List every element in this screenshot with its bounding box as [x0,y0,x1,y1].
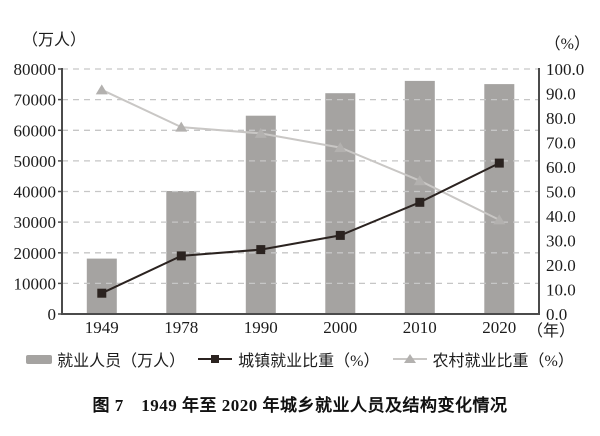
x-axis-unit-label: （年） [527,323,576,340]
rural-marker-2010 [413,175,426,186]
left-tick-label: 30000 [14,213,57,232]
x-tick-label-1949: 1949 [85,318,119,337]
bar-2000 [325,93,356,314]
left-tick-label: 0 [48,305,57,324]
chart-legend: 就业人员（万人） 城镇就业比重（%） 农村就业比重（%） [0,347,600,371]
right-tick-label: 20.0 [546,256,576,275]
rural-share-line [101,88,500,221]
right-tick-label: 60.0 [546,158,576,177]
figure-caption: 图 7 1949 年至 2020 年城乡就业人员及结构变化情况 [92,396,508,415]
right-tick-label: 30.0 [546,232,576,251]
left-tick-label: 10000 [14,274,57,293]
right-tick-label: 100.0 [546,60,584,79]
left-tick-label: 50000 [14,152,57,171]
right-tick-label: 40.0 [546,207,576,226]
left-tick-label: 60000 [14,121,57,140]
rural-marker-2000 [334,142,347,153]
bar-1949 [86,258,117,314]
legend-urban-line-swatch [198,355,233,363]
legend-rural-line-swatch [392,354,427,363]
urban-marker-1990 [256,245,266,255]
left-tick-label: 80000 [14,60,57,79]
x-tick-label-2000: 2000 [323,318,357,337]
x-tick-label-2020: 2020 [482,318,516,337]
x-tick-label-2010: 2010 [403,318,437,337]
legend-label-urban: 城镇就业比重（%） [238,353,380,370]
x-tick-label-1978: 1978 [164,318,198,337]
urban-share-line [101,162,500,295]
urban-marker-2020 [494,158,504,168]
legend-label-rural: 农村就业比重（%） [432,353,574,370]
right-axis-unit-label: （%） [544,36,590,53]
right-tick-label: 80.0 [546,109,576,128]
legend-bar-swatch [26,354,53,364]
urban-marker-2010 [415,197,425,207]
left-tick-label: 70000 [14,91,57,110]
rural-marker-2020 [493,214,506,225]
rural-marker-1949 [95,84,108,95]
right-tick-label: 0.0 [546,305,567,324]
left-tick-label: 20000 [14,244,57,263]
rural-marker-1978 [175,121,188,132]
right-tick-label: 10.0 [546,281,576,300]
bar-2020 [484,84,515,314]
left-axis-unit-label: （万人） [22,32,87,49]
legend-label-employed: 就业人员（万人） [57,353,186,370]
legend-item-urban: 城镇就业比重（%） [197,347,380,371]
urban-marker-1978 [176,251,186,261]
legend-item-rural: 农村就业比重（%） [392,347,574,371]
urban-marker-2000 [335,230,345,240]
right-tick-label: 50.0 [546,183,576,202]
right-tick-label: 70.0 [546,134,576,153]
right-tick-label: 90.0 [546,85,576,104]
x-tick-label-1990: 1990 [244,318,278,337]
left-tick-label: 40000 [14,183,57,202]
urban-marker-1949 [97,288,107,298]
legend-item-employed: 就业人员（万人） [26,347,185,371]
rural-marker-1990 [254,127,267,138]
bar-1990 [245,115,276,314]
